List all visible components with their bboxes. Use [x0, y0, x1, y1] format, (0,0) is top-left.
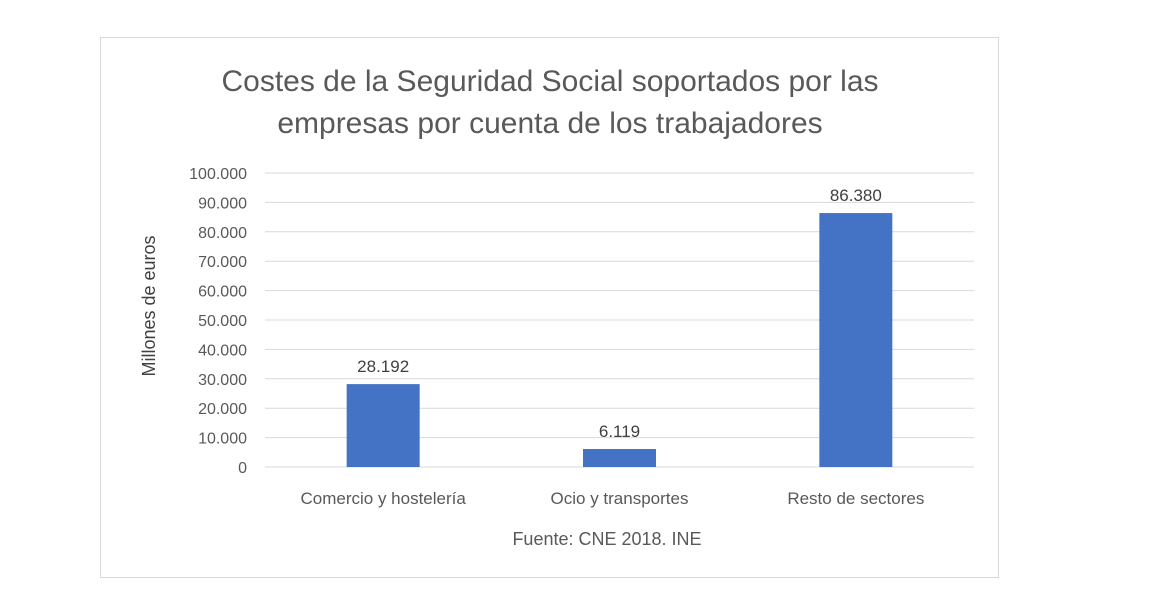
x-category-label: Ocio y transportes — [551, 489, 689, 508]
y-tick-label: 100.000 — [189, 166, 247, 183]
y-tick-label: 50.000 — [198, 313, 247, 330]
bars — [346, 213, 893, 467]
bar-value-label: 86.380 — [830, 186, 882, 205]
x-axis-title: Fuente: CNE 2018. INE — [512, 529, 701, 549]
y-tick-label: 80.000 — [198, 225, 247, 242]
x-category-label: Resto de sectores — [787, 489, 924, 508]
y-axis-ticks: 0 10.000 20.000 30.000 40.000 50.000 60.000 70.… — [189, 166, 247, 477]
chart-title-line-1: Costes de la Seguridad Social soportados… — [221, 65, 878, 98]
y-tick-label: 30.000 — [198, 372, 247, 389]
bar — [583, 449, 656, 467]
y-tick-label: 90.000 — [198, 195, 247, 212]
x-category-label: Comercio y hostelería — [300, 489, 466, 508]
y-axis-title: Millones de euros — [139, 235, 159, 376]
bar-chart: Costes de la Seguridad Social soportados… — [139, 65, 974, 549]
y-tick-label: 70.000 — [198, 254, 247, 271]
y-tick-label: 0 — [238, 460, 247, 477]
y-tick-label: 20.000 — [198, 401, 247, 418]
bar-value-label: 28.192 — [357, 357, 409, 376]
bar-value-label: 6.119 — [599, 422, 640, 441]
y-tick-label: 60.000 — [198, 284, 247, 301]
x-axis-categories: Comercio y hostelería Ocio y transportes R… — [300, 489, 924, 508]
data-labels: 28.192 6.119 86.380 — [357, 186, 882, 441]
y-tick-label: 10.000 — [198, 431, 247, 448]
bar — [819, 213, 893, 467]
bar — [346, 384, 420, 467]
chart-frame: Costes de la Seguridad Social soportados… — [100, 37, 999, 578]
y-tick-label: 40.000 — [198, 342, 247, 359]
chart-title-line-2: empresas por cuenta de los trabajadores — [277, 107, 822, 140]
